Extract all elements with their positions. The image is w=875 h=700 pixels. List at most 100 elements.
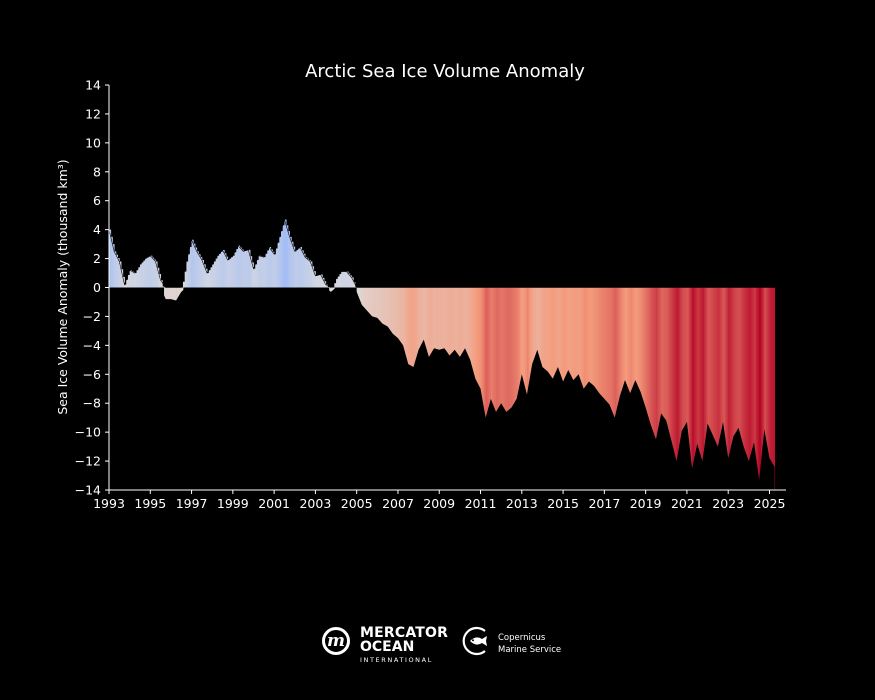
anomaly-stripe bbox=[616, 287, 619, 490]
anomaly-stripe bbox=[342, 271, 346, 288]
anomaly-stripe bbox=[654, 287, 657, 490]
anomaly-stripe bbox=[740, 287, 743, 490]
anomaly-stripe bbox=[353, 282, 356, 288]
anomaly-stripe bbox=[114, 251, 117, 288]
y-tick-label: −8 bbox=[83, 396, 101, 411]
anomaly-stripe bbox=[614, 287, 617, 490]
mercator-mark: m bbox=[327, 630, 345, 651]
anomaly-stripe bbox=[736, 287, 739, 490]
anomaly-stripe bbox=[267, 250, 270, 288]
anomaly-stripe bbox=[303, 253, 306, 288]
anomaly-stripe bbox=[741, 287, 745, 490]
anomaly-stripe bbox=[719, 287, 722, 490]
anomaly-stripe bbox=[109, 229, 112, 288]
anomaly-stripe bbox=[685, 287, 688, 490]
anomaly-stripe bbox=[222, 249, 225, 288]
anomaly-stripe bbox=[766, 287, 769, 490]
anomaly-stripe bbox=[513, 287, 516, 490]
anomaly-stripe bbox=[313, 271, 316, 288]
mercator-logo-line1: MERCATOR bbox=[360, 625, 449, 641]
anomaly-stripe bbox=[281, 231, 284, 288]
anomaly-stripe bbox=[150, 255, 153, 288]
anomaly-stripe bbox=[769, 287, 772, 490]
anomaly-stripe bbox=[201, 260, 204, 288]
anomaly-stripe bbox=[224, 253, 227, 288]
anomaly-stripe bbox=[647, 287, 650, 490]
anomaly-stripe bbox=[251, 262, 254, 288]
anomaly-stripe bbox=[268, 247, 272, 288]
anomaly-stripe bbox=[638, 287, 641, 490]
x-tick-label: 2011 bbox=[465, 496, 497, 511]
anomaly-stripe bbox=[189, 247, 192, 288]
anomaly-stripe bbox=[115, 254, 118, 288]
anomaly-stripe bbox=[146, 257, 149, 288]
anomaly-stripe bbox=[193, 243, 196, 288]
anomaly-stripe bbox=[294, 251, 297, 288]
anomaly-stripe bbox=[508, 287, 511, 490]
anomaly-stripe bbox=[747, 287, 750, 490]
anomaly-stripe bbox=[124, 284, 127, 288]
anomaly-stripe bbox=[220, 251, 223, 288]
anomaly-stripe bbox=[628, 287, 631, 490]
anomaly-stripe bbox=[318, 274, 321, 288]
anomaly-stripe bbox=[489, 287, 492, 490]
mercator-ocean-logo: m MERCATOR OCEAN INTERNATIONAL bbox=[322, 626, 448, 666]
anomaly-stripe bbox=[764, 287, 767, 490]
anomaly-stripe bbox=[256, 260, 260, 288]
anomaly-stripe bbox=[289, 236, 292, 288]
copernicus-logo-line1: Copernicus bbox=[498, 633, 546, 643]
anomaly-stripe bbox=[702, 287, 705, 490]
anomaly-stripe bbox=[126, 279, 129, 288]
anomaly-stripe bbox=[643, 287, 647, 490]
anomaly-stripe bbox=[728, 287, 731, 490]
anomaly-stripe bbox=[712, 287, 715, 490]
anomaly-stripe bbox=[195, 247, 198, 288]
anomaly-stripe bbox=[265, 253, 268, 288]
anomaly-stripe bbox=[129, 270, 132, 288]
anomaly-stripe bbox=[612, 287, 616, 490]
anomaly-stripe bbox=[337, 276, 340, 288]
anomaly-stripe bbox=[236, 248, 239, 288]
anomaly-stripe bbox=[642, 287, 645, 490]
anomaly-stripe bbox=[721, 287, 724, 490]
anomaly-stripe bbox=[250, 256, 253, 288]
anomaly-stripe bbox=[213, 261, 217, 288]
x-tick-label: 2001 bbox=[258, 496, 290, 511]
anomaly-stripe bbox=[298, 248, 301, 288]
anomaly-stripe bbox=[272, 251, 275, 288]
anomaly-stripe bbox=[239, 247, 242, 288]
anomaly-stripe bbox=[650, 287, 653, 490]
anomaly-stripe bbox=[760, 287, 764, 490]
anomaly-stripe bbox=[241, 249, 244, 288]
anomaly-stripe bbox=[262, 256, 265, 288]
anomaly-stripe bbox=[729, 287, 733, 490]
anomaly-stripe bbox=[127, 274, 131, 288]
anomaly-stripe bbox=[346, 271, 349, 288]
copernicus-fish-icon bbox=[462, 626, 487, 656]
anomaly-stripe bbox=[306, 258, 309, 288]
mercator-logo-line2: OCEAN bbox=[360, 639, 415, 655]
anomaly-stripe bbox=[284, 219, 287, 288]
anomaly-stripe bbox=[184, 271, 187, 288]
anomaly-stripe bbox=[196, 251, 199, 288]
anomaly-stripe bbox=[750, 287, 753, 490]
chart-title: Arctic Sea Ice Volume Anomaly bbox=[305, 61, 585, 82]
anomaly-area-mask bbox=[109, 287, 775, 490]
anomaly-stripe bbox=[681, 287, 684, 490]
anomaly-line bbox=[108, 218, 775, 288]
anomaly-stripe bbox=[655, 287, 659, 490]
anomaly-stripe bbox=[255, 264, 258, 288]
anomaly-stripe bbox=[217, 255, 220, 288]
anomaly-stripe bbox=[320, 274, 323, 288]
copernicus-marine-logo: Copernicus Marine Service bbox=[461, 626, 581, 666]
mercator-ocean-icon: m bbox=[322, 627, 350, 655]
anomaly-stripe bbox=[162, 286, 165, 288]
anomaly-stripe bbox=[600, 287, 604, 490]
anomaly-stripe bbox=[525, 287, 528, 490]
anomaly-stripe bbox=[299, 247, 303, 288]
anomaly-stripe bbox=[735, 287, 738, 490]
anomaly-stripe bbox=[325, 284, 328, 288]
anomaly-stripe bbox=[160, 280, 163, 288]
x-tick-label: 2013 bbox=[506, 496, 538, 511]
x-tick-label: 1997 bbox=[176, 496, 208, 511]
